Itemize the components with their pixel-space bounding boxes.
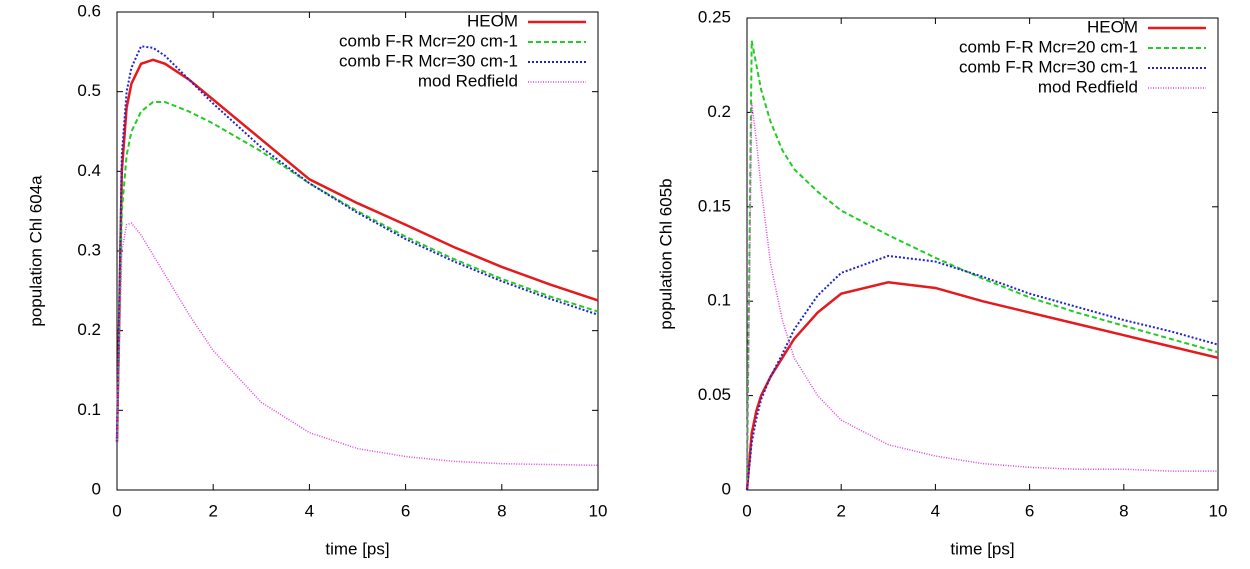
x-tick-label: 2 — [208, 501, 217, 520]
y-tick-label: 0.4 — [77, 161, 101, 180]
x-tick-label: 4 — [305, 501, 314, 520]
legend-label: mod Redfield — [1038, 77, 1138, 96]
series-line — [116, 101, 599, 443]
series-line — [116, 222, 599, 467]
x-axis-label: time [ps] — [950, 539, 1014, 558]
y-axis-label: population Chl 604a — [26, 175, 45, 327]
legend-label: comb F-R Mcr=30 cm-1 — [959, 57, 1138, 76]
x-tick-label: 2 — [836, 501, 845, 520]
x-tick-label: 0 — [742, 501, 751, 520]
y-tick-label: 0.25 — [698, 7, 731, 26]
x-axis-label: time [ps] — [325, 539, 389, 558]
x-tick-label: 4 — [931, 501, 940, 520]
x-tick-label: 6 — [1025, 501, 1034, 520]
x-tick-label: 8 — [1119, 501, 1128, 520]
x-tick-label: 10 — [589, 501, 608, 520]
y-tick-label: 0 — [92, 479, 101, 498]
legend-label: HEOM — [1087, 17, 1138, 36]
y-tick-label: 0.5 — [77, 81, 101, 100]
series-line — [745, 281, 1219, 491]
y-axis-label: population Chl 605b — [656, 178, 675, 329]
y-tick-label: 0.15 — [698, 196, 731, 215]
y-tick-label: 0.1 — [77, 400, 101, 419]
legend-label: HEOM — [467, 11, 518, 30]
legend-label: comb F-R Mcr=20 cm-1 — [959, 37, 1138, 56]
series-line — [116, 45, 599, 443]
y-tick-label: 0.3 — [77, 240, 101, 259]
legend-label: comb F-R Mcr=30 cm-1 — [339, 51, 518, 70]
y-tick-label: 0.2 — [707, 102, 731, 121]
x-tick-label: 8 — [497, 501, 506, 520]
y-tick-label: 0 — [722, 479, 731, 498]
series-line — [746, 254, 1219, 491]
x-tick-label: 10 — [1209, 501, 1228, 520]
y-tick-label: 0.6 — [77, 1, 101, 20]
legend-label: mod Redfield — [418, 71, 518, 90]
plot-frame — [746, 17, 1219, 491]
legend-label: comb F-R Mcr=20 cm-1 — [339, 31, 518, 50]
x-tick-label: 0 — [112, 501, 121, 520]
y-tick-label: 0.2 — [77, 320, 101, 339]
series-line — [746, 40, 1219, 481]
y-tick-label: 0.1 — [707, 291, 731, 310]
plot-frame — [116, 11, 599, 491]
y-tick-label: 0.05 — [698, 385, 731, 404]
series-line — [115, 58, 599, 443]
series-line — [746, 102, 1218, 481]
x-tick-label: 6 — [401, 501, 410, 520]
